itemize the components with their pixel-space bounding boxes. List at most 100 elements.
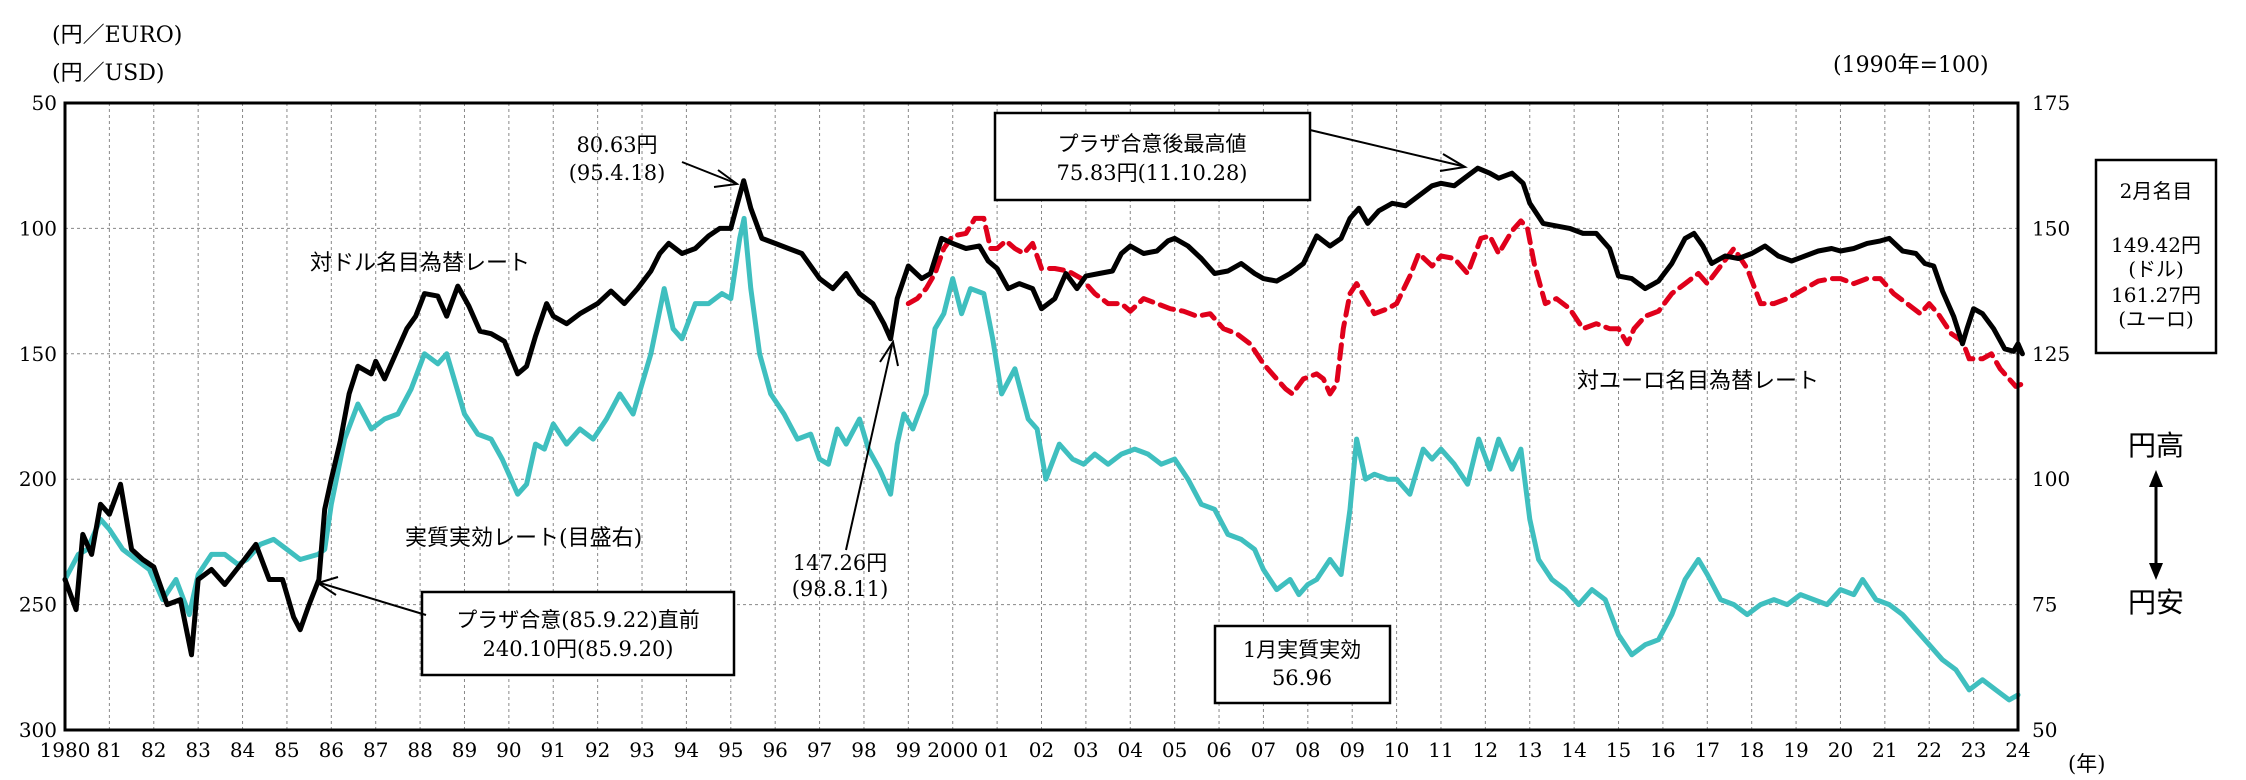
left-tick-label: 200 [19, 467, 57, 491]
x-tick-label: 06 [1206, 738, 1231, 762]
x-tick-label: 94 [674, 738, 699, 762]
x-tick-label: 99 [896, 738, 921, 762]
annotation-plaza-max-title: プラザ合意後最高値 [1058, 132, 1247, 156]
right-tick-label: 50 [2032, 718, 2057, 742]
x-tick-label: 20 [1828, 738, 1853, 762]
x-axis-unit: (年) [2068, 752, 2105, 776]
x-tick-label: 97 [807, 738, 832, 762]
x-tick-label: 10 [1384, 738, 1409, 762]
series-label-reer: 実質実効レート(目盛右) [405, 526, 642, 551]
tick-labels: 50 100 150 200 250 300 175 150 125 100 75 50 1980 81 8… [19, 91, 2070, 762]
x-tick-label: 09 [1339, 738, 1364, 762]
annotation-plaza-box [420, 590, 736, 677]
annotation-peak-arrow [681, 161, 736, 184]
x-tick-label: 1980 [40, 738, 91, 762]
x-tick-label: 93 [629, 738, 654, 762]
yen-high-label: 円高 [2128, 429, 2184, 462]
x-tick-label: 85 [274, 738, 299, 762]
annotation-feb-title: 2月名目 [2120, 179, 2193, 203]
annotation-plaza-max-value: 75.83円(11.10.28) [1056, 161, 1247, 185]
annotation-plaza-arrow [319, 582, 427, 616]
left-tick-label: 100 [19, 216, 57, 240]
series-line-2 [62, 215, 2021, 703]
annotation-reer-box [1213, 624, 1392, 705]
annotation-feb-box [2094, 158, 2218, 355]
left-axis-label-euro: (円／EURO) [52, 23, 182, 48]
series-line-1 [905, 215, 2025, 397]
right-tick-label: 150 [2032, 216, 2070, 240]
x-tick-label: 91 [541, 738, 566, 762]
annotation-feb-euro-label: (ユーロ) [2118, 307, 2194, 331]
x-tick-label: 01 [984, 738, 1009, 762]
left-tick-label: 50 [32, 91, 57, 115]
annotation-feb-usd: 149.42円 [2111, 233, 2201, 257]
x-tick-label: 86 [319, 738, 344, 762]
annotation-feb-usd-label: (ドル) [2128, 257, 2184, 281]
series-label-usd: 対ドル名目為替レート [310, 251, 530, 276]
annotation-plaza-title: プラザ合意(85.9.22)直前 [456, 608, 700, 632]
x-tick-label: 96 [762, 738, 787, 762]
x-tick-label: 92 [585, 738, 610, 762]
x-tick-label: 24 [2005, 738, 2030, 762]
annotation-feb-euro: 161.27円 [2111, 283, 2201, 307]
x-tick-label: 16 [1650, 738, 1675, 762]
x-tick-label: 14 [1561, 738, 1586, 762]
x-tick-label: 19 [1783, 738, 1808, 762]
annotation-reer-value: 56.96 [1272, 666, 1332, 690]
x-tick-label: 87 [363, 738, 388, 762]
x-tick-label: 81 [97, 738, 122, 762]
left-tick-label: 300 [19, 718, 57, 742]
x-tick-label: 02 [1029, 738, 1054, 762]
right-tick-label: 175 [2032, 91, 2070, 115]
x-tick-label: 2000 [927, 738, 978, 762]
x-tick-label: 89 [452, 738, 477, 762]
x-tick-label: 04 [1118, 738, 1143, 762]
x-tick-label: 05 [1162, 738, 1187, 762]
left-tick-label: 150 [19, 342, 57, 366]
yen-low-label: 円安 [2128, 586, 2184, 619]
annotation-peak-date: (95.4.18) [569, 161, 666, 185]
x-tick-label: 12 [1473, 738, 1498, 762]
x-tick-label: 88 [407, 738, 432, 762]
x-tick-label: 23 [1961, 738, 1986, 762]
annotation-low-arrowhead [879, 339, 899, 367]
x-tick-label: 84 [230, 738, 255, 762]
x-tick-label: 90 [496, 738, 521, 762]
plot-frame [63, 101, 2020, 732]
annotation-peak-arrowhead [713, 169, 740, 188]
x-tick-label: 07 [1251, 738, 1276, 762]
annotation-low-date: (98.8.11) [792, 577, 889, 601]
x-tick-label: 18 [1739, 738, 1764, 762]
left-tick-label: 250 [19, 593, 57, 617]
right-axis-label: (1990年=100) [1833, 53, 1989, 78]
yen-high-arrowhead [2149, 470, 2163, 487]
series-line-0 [62, 165, 2025, 658]
x-tick-label: 15 [1606, 738, 1631, 762]
right-tick-label: 125 [2032, 342, 2070, 366]
x-tick-label: 13 [1517, 738, 1542, 762]
x-tick-label: 83 [185, 738, 210, 762]
series-group [62, 165, 2025, 703]
x-tick-label: 11 [1428, 738, 1453, 762]
yen-low-arrowhead [2149, 563, 2163, 580]
annotation-plaza-max-arrow [1309, 129, 1463, 167]
right-tick-label: 100 [2032, 467, 2070, 491]
x-tick-label: 21 [1872, 738, 1897, 762]
x-tick-label: 95 [718, 738, 743, 762]
left-axis-label-usd: (円／USD) [52, 61, 164, 86]
annotation-plaza-arrowhead [315, 576, 339, 596]
x-tick-label: 17 [1695, 738, 1720, 762]
annotation-peak-value: 80.63円 [576, 133, 657, 157]
series-label-euro: 対ユーロ名目為替レート [1577, 369, 1819, 394]
annotation-reer-title: 1月実質実効 [1243, 638, 1361, 662]
annotation-plaza-max-arrowhead [1439, 153, 1468, 172]
annotation-plaza-max-box [993, 111, 1312, 202]
annotation-low-value: 147.26円 [793, 551, 887, 575]
x-tick-label: 22 [1917, 738, 1942, 762]
annotation-plaza-value: 240.10円(85.9.20) [482, 637, 673, 661]
x-tick-label: 08 [1295, 738, 1320, 762]
x-tick-label: 82 [141, 738, 166, 762]
annotation-low-arrow [845, 344, 893, 551]
x-tick-label: 03 [1073, 738, 1098, 762]
